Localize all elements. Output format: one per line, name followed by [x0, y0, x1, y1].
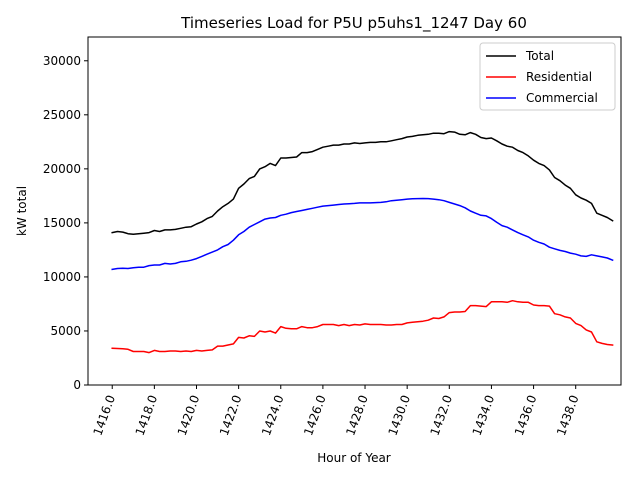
- legend-label-commercial: Commercial: [526, 91, 598, 105]
- y-tick-label: 30000: [43, 54, 81, 68]
- y-axis-label: kW total: [15, 186, 29, 236]
- plot-area: [111, 130, 614, 354]
- y-tick-label: 25000: [43, 108, 81, 122]
- y-tick-label: 10000: [43, 270, 81, 284]
- series-line-total: [111, 130, 614, 235]
- legend-label-total: Total: [525, 49, 554, 63]
- y-tick-label: 0: [73, 378, 81, 392]
- chart-title: Timeseries Load for P5U p5uhs1_1247 Day …: [180, 14, 527, 33]
- legend-frame: [479, 42, 616, 111]
- y-tick-label: 20000: [43, 162, 81, 176]
- x-axis-label: Hour of Year: [317, 451, 391, 465]
- axes-frame: [87, 36, 622, 386]
- legend-label-residential: Residential: [526, 70, 592, 84]
- legend: Total Residential Commercial: [479, 42, 616, 111]
- y-tick-label: 15000: [43, 216, 81, 230]
- y-axis: 0 5000 10000 15000 20000 25000 30000: [43, 54, 88, 392]
- series-line-commercial: [111, 197, 614, 271]
- series-line-residential: [111, 299, 614, 354]
- y-tick-label: 5000: [50, 324, 81, 338]
